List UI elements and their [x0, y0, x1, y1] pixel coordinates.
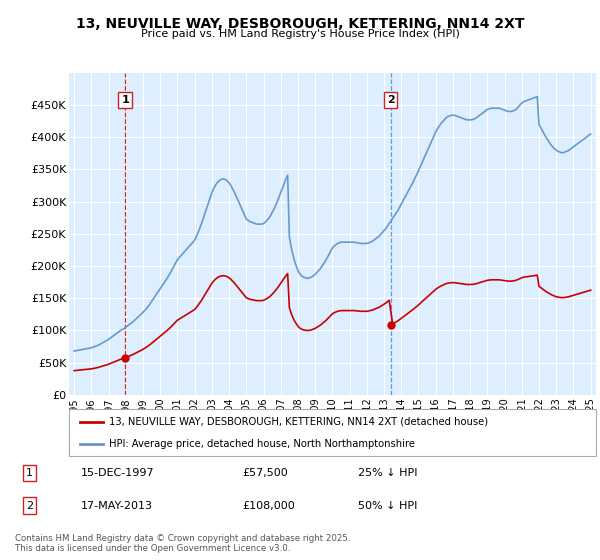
- Text: Contains HM Land Registry data © Crown copyright and database right 2025.
This d: Contains HM Land Registry data © Crown c…: [15, 534, 350, 553]
- Text: 15-DEC-1997: 15-DEC-1997: [81, 468, 155, 478]
- Text: 13, NEUVILLE WAY, DESBOROUGH, KETTERING, NN14 2XT (detached house): 13, NEUVILLE WAY, DESBOROUGH, KETTERING,…: [109, 417, 488, 427]
- Text: £57,500: £57,500: [242, 468, 288, 478]
- Text: 13, NEUVILLE WAY, DESBOROUGH, KETTERING, NN14 2XT: 13, NEUVILLE WAY, DESBOROUGH, KETTERING,…: [76, 17, 524, 31]
- Text: 50% ↓ HPI: 50% ↓ HPI: [358, 501, 417, 511]
- Text: Price paid vs. HM Land Registry's House Price Index (HPI): Price paid vs. HM Land Registry's House …: [140, 29, 460, 39]
- Text: 2: 2: [387, 95, 394, 105]
- Text: 2: 2: [26, 501, 33, 511]
- Text: 25% ↓ HPI: 25% ↓ HPI: [358, 468, 417, 478]
- Text: £108,000: £108,000: [242, 501, 295, 511]
- Text: 1: 1: [121, 95, 129, 105]
- Text: 1: 1: [26, 468, 33, 478]
- Text: HPI: Average price, detached house, North Northamptonshire: HPI: Average price, detached house, Nort…: [109, 438, 415, 449]
- Text: 17-MAY-2013: 17-MAY-2013: [81, 501, 153, 511]
